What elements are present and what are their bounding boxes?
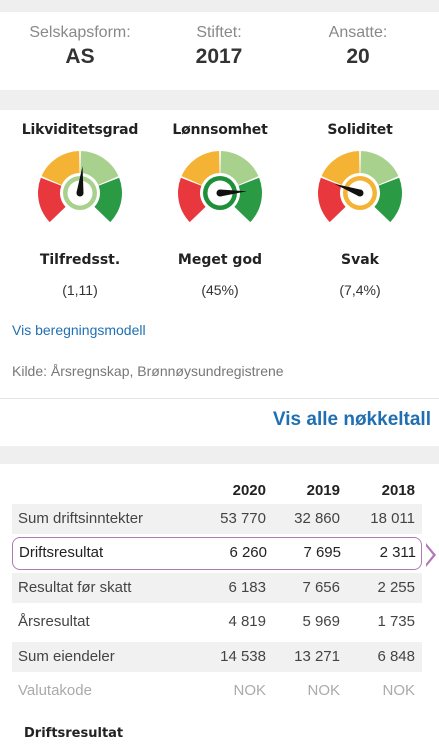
- gauge-value: (7,4%): [339, 282, 381, 298]
- company-employees-label: Ansatte:: [328, 24, 388, 41]
- gauge-needle-pivot: [356, 189, 364, 197]
- profitability-gauge-icon: [178, 151, 262, 223]
- cell: NOK: [307, 682, 340, 699]
- cell: 18 011: [370, 510, 415, 527]
- cell: 7 695: [303, 544, 341, 561]
- view-all-ratios-link[interactable]: Vis alle nøkkeltall: [272, 409, 431, 430]
- gauge-segment: [178, 177, 206, 223]
- company-employees: Ansatte: 20: [288, 24, 428, 69]
- gauge-segment: [374, 177, 402, 223]
- cell: 6 183: [228, 579, 266, 596]
- table-row[interactable]: Resultat før skatt 6 183 7 656 2 255: [12, 573, 422, 603]
- view-all-ratios: Vis alle nøkkeltall: [0, 398, 439, 447]
- gauge-segment: [234, 177, 262, 223]
- gauge-needle: [334, 183, 362, 197]
- solidity-gauge-icon: [318, 151, 402, 223]
- financials-table: 2020 2019 2018 Sum driftsinntekter 53 77…: [0, 464, 439, 750]
- gauge-segment: [181, 151, 220, 185]
- company-form: Selskapsform: AS: [10, 24, 150, 69]
- year-header: 2019: [306, 482, 340, 499]
- company-founded: Stiftet: 2017: [149, 24, 289, 69]
- cell: NOK: [233, 682, 266, 699]
- company-form-label: Selskapsform:: [29, 24, 131, 41]
- company-employees-value: 20: [346, 45, 370, 68]
- cell: 6 260: [229, 544, 267, 561]
- gauge-segment: [80, 151, 119, 185]
- gauge-title: Likviditetsgrad: [21, 122, 139, 138]
- year-header: 2018: [381, 482, 415, 499]
- table-row: Valutakode NOK NOK NOK: [12, 676, 422, 706]
- gauge-segment: [360, 151, 399, 185]
- gauge-title: Soliditet: [327, 122, 393, 138]
- company-founded-label: Stiftet:: [196, 24, 242, 41]
- cell: 7 656: [302, 579, 340, 596]
- gauge-segment: [41, 151, 80, 185]
- gauge-solidity: Soliditet Svak (7,4%): [290, 122, 430, 298]
- gauge-value: (1,11): [62, 282, 98, 298]
- cell: 14 538: [220, 648, 266, 665]
- company-form-value: AS: [65, 45, 95, 68]
- gauge-status: Svak: [341, 252, 379, 268]
- company-summary: Selskapsform: AS Stiftet: 2017 Ansatte: …: [0, 12, 439, 90]
- company-founded-value: 2017: [195, 45, 243, 68]
- calculation-model-link[interactable]: Vis beregningsmodell: [12, 322, 146, 338]
- gauge-liquidity: Likviditetsgrad Tilfredsst. (1,11): [10, 122, 150, 298]
- gauge-segment: [94, 177, 123, 223]
- cell: 5 969: [302, 613, 340, 630]
- cell: 53 770: [220, 510, 266, 527]
- cell: 13 271: [294, 648, 340, 665]
- row-label: Valutakode: [18, 682, 92, 699]
- row-label: Årsresultat: [18, 613, 90, 630]
- table-row[interactable]: Sum eiendeler 14 538 13 271 6 848: [12, 642, 422, 672]
- gauge-segment: [318, 177, 346, 223]
- cell: 4 819: [228, 613, 266, 630]
- gauge-status: Tilfredsst.: [39, 252, 121, 268]
- gauge-status: Meget god: [177, 252, 263, 268]
- cell: 32 860: [294, 510, 340, 527]
- gauge-needle: [219, 189, 247, 197]
- table-row-selected[interactable]: Driftsresultat 6 260 7 695 2 311: [12, 537, 422, 570]
- row-label: Sum driftsinntekter: [18, 510, 144, 527]
- gauge-needle: [76, 166, 84, 194]
- table-row[interactable]: Sum driftsinntekter 53 770 32 860 18 011: [12, 504, 422, 534]
- selected-row-arrow-icon: [425, 543, 436, 567]
- row-label: Resultat før skatt: [18, 579, 132, 596]
- cell: NOK: [382, 682, 415, 699]
- cell: 2 311: [379, 544, 416, 561]
- cell: 6 848: [377, 648, 415, 665]
- gauge-needle-pivot: [216, 189, 224, 197]
- table-row[interactable]: Årsresultat 4 819 5 969 1 735: [12, 607, 422, 637]
- gauge-profitability: Lønnsomhet Meget god (45%): [150, 122, 290, 298]
- section-title: Driftsresultat: [24, 726, 124, 741]
- row-label: Sum eiendeler: [18, 648, 115, 665]
- gauge-needle-pivot: [76, 189, 84, 197]
- key-ratios-card: Likviditetsgrad Tilfredsst. (1,11) Lønns…: [0, 110, 439, 392]
- liquidity-gauge-icon: [37, 151, 123, 223]
- gauge-title: Lønnsomhet: [172, 122, 268, 138]
- cell: 2 255: [377, 579, 415, 596]
- source-text: Kilde: Årsregnskap, Brønnøysundregistren…: [12, 363, 284, 379]
- gauge-segment: [220, 151, 259, 185]
- gauge-segment: [321, 151, 360, 185]
- year-header: 2020: [232, 482, 266, 499]
- gauge-value: (45%): [201, 282, 239, 298]
- cell: 1 735: [377, 613, 415, 630]
- gauge-segment: [37, 177, 66, 223]
- row-label: Driftsresultat: [19, 544, 104, 561]
